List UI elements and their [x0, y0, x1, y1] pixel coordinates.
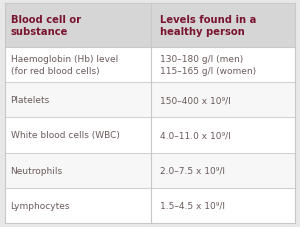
Text: 1.5–4.5 x 10⁹/l: 1.5–4.5 x 10⁹/l — [160, 201, 225, 210]
Text: Levels found in a
healthy person: Levels found in a healthy person — [160, 15, 256, 37]
Bar — [5, 118, 295, 153]
Bar — [5, 4, 295, 48]
Text: 4.0–11.0 x 10⁹/l: 4.0–11.0 x 10⁹/l — [160, 131, 231, 140]
Bar — [5, 153, 295, 188]
Text: 130–180 g/l (men)
115–165 g/l (women): 130–180 g/l (men) 115–165 g/l (women) — [160, 55, 256, 76]
Text: 150–400 x 10⁹/l: 150–400 x 10⁹/l — [160, 96, 231, 105]
Text: Lymphocytes: Lymphocytes — [11, 201, 70, 210]
Text: White blood cells (WBC): White blood cells (WBC) — [11, 131, 119, 140]
Text: 2.0–7.5 x 10⁹/l: 2.0–7.5 x 10⁹/l — [160, 166, 225, 175]
Bar — [5, 83, 295, 118]
Bar — [5, 188, 295, 223]
Text: Haemoglobin (Hb) level
(for red blood cells): Haemoglobin (Hb) level (for red blood ce… — [11, 55, 118, 76]
Text: Platelets: Platelets — [11, 96, 50, 105]
Text: Neutrophils: Neutrophils — [11, 166, 63, 175]
Text: Blood cell or
substance: Blood cell or substance — [11, 15, 81, 37]
Bar — [5, 48, 295, 83]
